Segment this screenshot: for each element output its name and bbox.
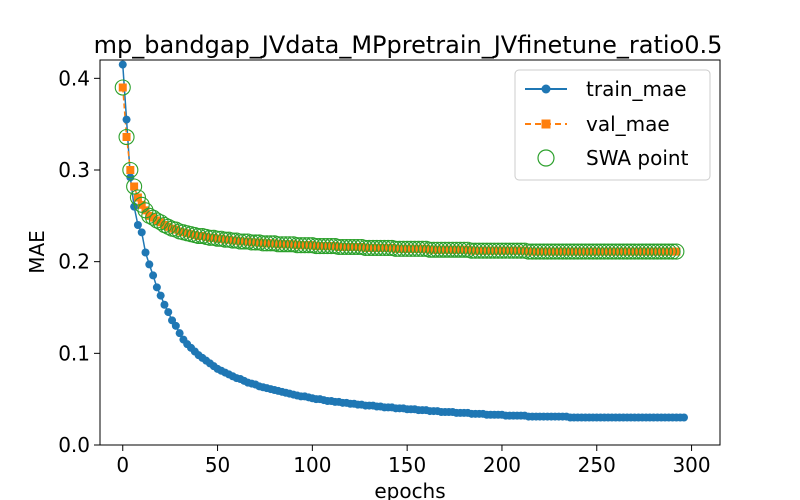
train-mae-point: [160, 300, 169, 309]
y-axis: 0.0 0.1 0.2 0.3 0.4: [58, 66, 100, 457]
legend-train-label: train_mae: [586, 77, 687, 101]
x-tick-label: 50: [205, 453, 230, 477]
x-tick-label: 200: [483, 453, 521, 477]
y-tick-label: 0.4: [58, 66, 90, 90]
train-mae-point: [152, 283, 161, 292]
train-mae-point: [175, 329, 184, 338]
legend-val-label: val_mae: [586, 112, 670, 136]
swa-point: [145, 209, 162, 226]
swa-point: [167, 221, 184, 238]
swa-point: [656, 243, 674, 260]
train-mae-point: [145, 260, 154, 269]
legend: train_mae val_mae SWA point: [514, 69, 711, 181]
val-mae-point: [133, 193, 142, 202]
val-mae-point: [130, 182, 139, 191]
legend-val-marker: [541, 119, 551, 129]
swa-point: [660, 243, 677, 260]
val-mae-point: [118, 83, 127, 92]
val-mae-point: [126, 166, 135, 174]
train-mae-point: [137, 228, 146, 237]
swa-point: [126, 178, 143, 195]
x-axis-label: epochs: [374, 479, 445, 500]
legend-swa-marker: [537, 149, 555, 167]
legend-box: [514, 69, 711, 181]
swa-point: [118, 128, 135, 146]
x-tick-label: 300: [672, 453, 710, 477]
train-mae-point: [133, 221, 142, 229]
x-tick-label: 0: [116, 453, 129, 477]
y-tick-label: 0.1: [58, 341, 90, 365]
val-mae-point: [122, 133, 131, 141]
y-tick-label: 0.3: [58, 158, 90, 182]
chart-title: mp_bandgap_JVdata_MPpretrain_JVfinetune_…: [94, 31, 723, 59]
train-mae-point: [164, 308, 173, 317]
swa-point: [668, 243, 685, 260]
swa-point: [160, 218, 177, 235]
train-mae-point: [149, 271, 158, 280]
val-mae-point: [141, 206, 150, 215]
train-mae-point: [118, 60, 127, 69]
y-tick-label: 0.2: [58, 250, 90, 274]
x-tick-label: 150: [388, 453, 426, 477]
train-mae-point: [141, 248, 150, 257]
swa-point: [156, 216, 173, 234]
y-tick-label: 0.0: [58, 433, 90, 457]
val-mae-point: [137, 200, 146, 209]
y-axis-label: MAE: [25, 230, 49, 274]
swa-point: [129, 189, 146, 206]
x-tick-label: 100: [293, 453, 331, 477]
legend-swa-label: SWA point: [586, 146, 689, 170]
swa-point: [133, 196, 150, 213]
train-mae-point: [171, 321, 180, 330]
swa-point: [114, 79, 131, 96]
x-tick-label: 250: [578, 453, 616, 477]
x-axis: 0 50 100 150 200 250 300: [116, 445, 711, 477]
train-mae-point: [122, 115, 131, 124]
data-marks: [114, 60, 688, 422]
plot-frame: [99, 59, 721, 446]
train-mae-point: [156, 291, 165, 300]
legend-train-marker: [541, 84, 551, 94]
swa-point: [122, 161, 139, 179]
train-mae-point: [679, 413, 688, 422]
swa-point: [664, 243, 681, 260]
